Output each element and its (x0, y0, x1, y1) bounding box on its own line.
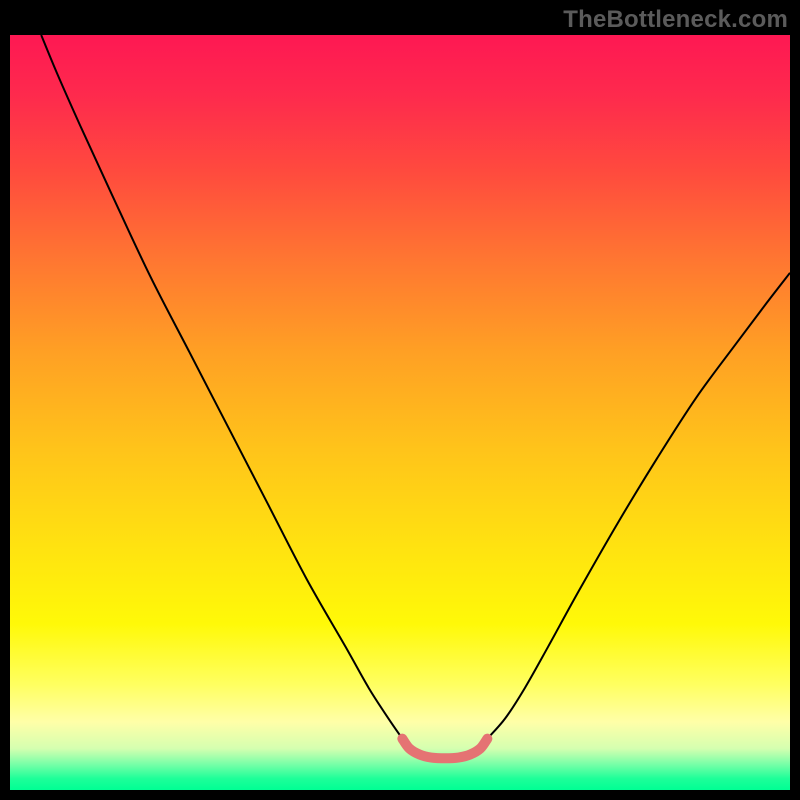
chart-frame: TheBottleneck.com (0, 0, 800, 800)
bottleneck-chart (0, 0, 800, 800)
gradient-panel (10, 35, 790, 790)
watermark-text: TheBottleneck.com (563, 6, 788, 34)
